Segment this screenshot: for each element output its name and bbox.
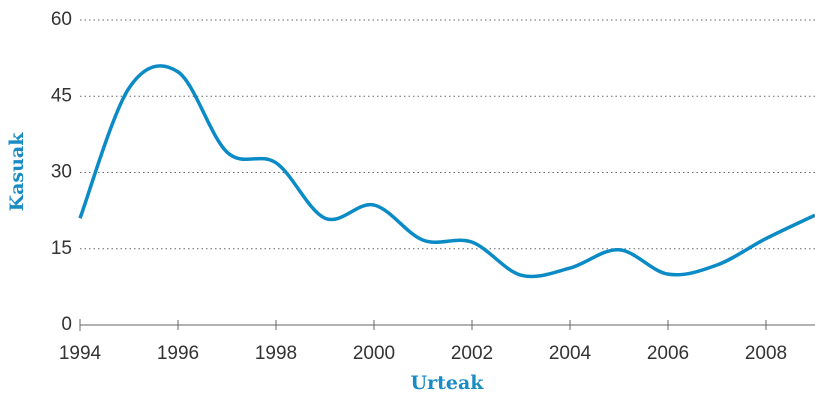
x-tick-label: 1998	[255, 343, 297, 364]
x-tick-label: 2008	[745, 343, 787, 364]
x-tick-label: 2002	[451, 343, 493, 364]
x-axis-title: Urteak	[411, 372, 485, 394]
y-tick-label: 30	[51, 162, 72, 183]
data-line	[78, 64, 815, 279]
x-tick-label: 2000	[353, 343, 395, 364]
x-tick-label: 2004	[549, 343, 592, 364]
x-tick-label: 1994	[59, 343, 102, 364]
y-tick-label: 60	[51, 9, 72, 30]
y-axis-title: Kasuak	[6, 132, 28, 212]
y-tick-label: 45	[51, 85, 72, 106]
x-tick-label: 2006	[647, 343, 689, 364]
y-tick-label: 0	[61, 314, 72, 335]
x-tick-label: 1996	[157, 343, 199, 364]
y-tick-label: 15	[51, 238, 72, 259]
